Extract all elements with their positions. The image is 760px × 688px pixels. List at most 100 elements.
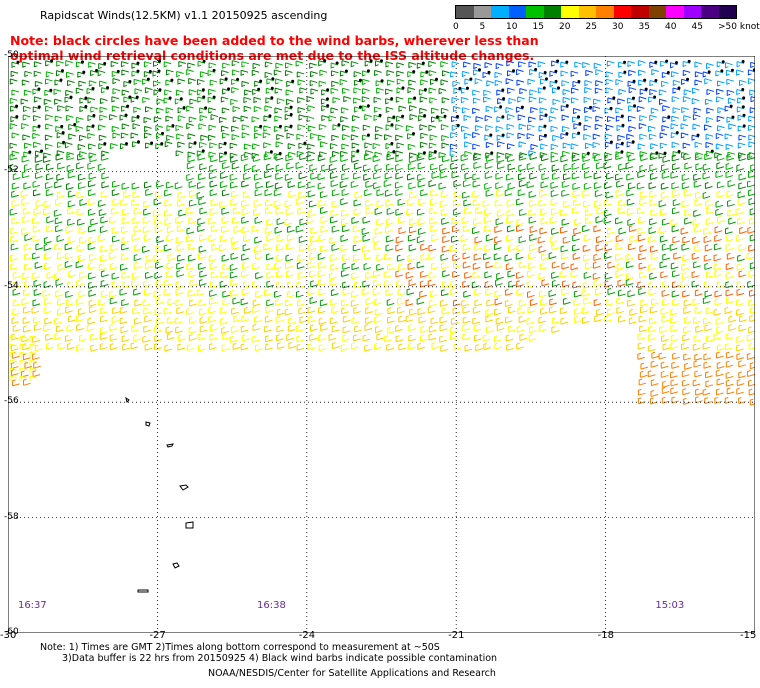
- wind-barb: [596, 207, 604, 215]
- wind-barb: [374, 151, 383, 158]
- wind-barb: [408, 244, 417, 252]
- wind-barb: [516, 225, 524, 232]
- wind-barb: [222, 62, 230, 69]
- wind-barb: [10, 369, 19, 377]
- wind-barb: [562, 173, 571, 181]
- contamination-circle: [631, 140, 635, 144]
- wind-barb: [331, 134, 339, 141]
- wind-barb: [351, 142, 360, 149]
- wind-barb: [659, 235, 668, 243]
- wind-barb: [396, 115, 404, 123]
- wind-barb: [177, 141, 185, 148]
- wind-barb: [715, 143, 724, 150]
- wind-barb: [496, 155, 505, 163]
- wind-barb: [132, 191, 141, 199]
- wind-barb: [637, 333, 645, 341]
- wind-barb: [120, 132, 129, 139]
- wind-barb: [266, 78, 275, 85]
- wind-barb: [263, 125, 271, 132]
- wind-barb: [452, 199, 461, 207]
- wind-barb: [725, 281, 733, 289]
- wind-barb: [494, 290, 503, 298]
- wind-barb: [526, 270, 535, 278]
- wind-barb: [351, 317, 360, 325]
- wind-barb: [462, 243, 471, 251]
- wind-barb: [265, 97, 273, 104]
- wind-barb: [86, 88, 95, 95]
- wind-barb: [527, 78, 536, 85]
- wind-barb: [737, 142, 746, 149]
- wind-barb: [627, 290, 636, 298]
- wind-barb: [53, 209, 62, 217]
- wind-barb: [683, 115, 691, 122]
- color-scale-segment: [718, 6, 736, 18]
- wind-barb: [739, 315, 747, 323]
- contamination-circle: [469, 77, 473, 81]
- wind-barb: [637, 171, 645, 179]
- wind-barb: [264, 189, 273, 197]
- contamination-circle: [411, 132, 415, 136]
- contamination-circle: [15, 104, 19, 108]
- wind-barb: [493, 243, 502, 251]
- wind-barb: [35, 172, 43, 179]
- wind-barb: [64, 243, 73, 251]
- wind-barb: [571, 87, 579, 94]
- wind-barb: [419, 107, 427, 115]
- wind-barb: [705, 217, 714, 225]
- wind-barb: [749, 289, 755, 297]
- wind-barb: [692, 343, 701, 351]
- wind-barb: [45, 189, 54, 197]
- contamination-circle: [557, 86, 561, 90]
- wind-barb: [211, 243, 219, 251]
- wind-barb: [321, 164, 329, 172]
- wind-barb: [10, 70, 19, 77]
- wind-barb: [351, 115, 360, 122]
- wind-barb: [671, 154, 680, 162]
- wind-barb: [165, 69, 174, 76]
- wind-barb: [539, 114, 548, 121]
- wind-barb: [529, 153, 538, 160]
- wind-barb: [142, 96, 150, 104]
- wind-barb: [650, 360, 659, 368]
- wind-barb: [398, 105, 407, 112]
- wind-barb: [615, 153, 623, 160]
- wind-barb: [637, 397, 646, 405]
- wind-barb: [199, 107, 207, 114]
- wind-barb: [21, 272, 30, 280]
- wind-barb: [163, 244, 172, 252]
- wind-barb: [340, 344, 349, 352]
- wind-barb: [284, 70, 293, 77]
- wind-barb: [329, 298, 338, 306]
- wind-barb: [320, 324, 328, 332]
- wind-barb: [76, 162, 84, 170]
- contamination-circle: [91, 87, 95, 91]
- wind-barb: [725, 297, 734, 305]
- wind-barb: [251, 225, 260, 233]
- wind-barb: [453, 191, 462, 199]
- wind-barb: [596, 236, 604, 244]
- wind-barb: [209, 343, 217, 351]
- wind-barb: [692, 114, 701, 121]
- wind-barb: [87, 262, 96, 270]
- wind-barb: [222, 298, 231, 306]
- wind-barb: [21, 79, 30, 86]
- wind-barb: [706, 88, 715, 96]
- wind-barb: [508, 306, 516, 314]
- wind-barb: [373, 182, 381, 190]
- wind-barb: [320, 207, 328, 215]
- wind-barb: [616, 180, 624, 188]
- wind-barb: [186, 105, 194, 112]
- wind-barb: [658, 200, 667, 208]
- wind-barb: [526, 181, 535, 189]
- wind-barb: [706, 107, 714, 114]
- wind-barb: [154, 325, 162, 333]
- wind-barb: [725, 171, 734, 179]
- color-scale-segment: [596, 6, 614, 18]
- wind-barb: [464, 150, 473, 158]
- wind-barb: [574, 218, 582, 226]
- wind-barb: [209, 333, 217, 341]
- wind-barb: [408, 79, 416, 86]
- wind-barb: [189, 279, 198, 287]
- wind-barb: [584, 106, 592, 114]
- contamination-circle: [543, 133, 547, 137]
